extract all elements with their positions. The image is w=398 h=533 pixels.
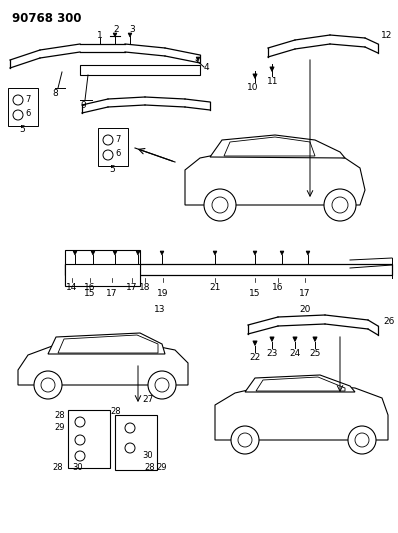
Text: 5: 5 xyxy=(109,166,115,174)
Text: 15: 15 xyxy=(84,289,96,298)
Bar xyxy=(98,128,128,166)
Polygon shape xyxy=(270,67,274,71)
Circle shape xyxy=(75,417,85,427)
Polygon shape xyxy=(73,251,77,255)
Bar xyxy=(65,250,140,285)
Circle shape xyxy=(75,451,85,461)
Text: 28: 28 xyxy=(145,464,155,472)
Text: 15: 15 xyxy=(249,289,261,298)
Circle shape xyxy=(75,435,85,445)
Text: 17: 17 xyxy=(106,289,118,298)
Text: 14: 14 xyxy=(66,282,78,292)
Text: 25: 25 xyxy=(309,350,321,359)
Polygon shape xyxy=(313,337,317,342)
Text: 28: 28 xyxy=(111,408,121,416)
Circle shape xyxy=(231,426,259,454)
Polygon shape xyxy=(58,335,158,353)
Polygon shape xyxy=(136,251,140,255)
Polygon shape xyxy=(91,251,95,255)
Circle shape xyxy=(13,110,23,120)
Text: 29: 29 xyxy=(55,424,65,432)
Polygon shape xyxy=(306,251,310,255)
Text: 6: 6 xyxy=(25,109,31,118)
Text: 11: 11 xyxy=(267,77,279,86)
Text: 7: 7 xyxy=(115,135,121,144)
Circle shape xyxy=(355,433,369,447)
Polygon shape xyxy=(253,74,257,78)
Text: 24: 24 xyxy=(289,350,300,359)
Circle shape xyxy=(103,150,113,160)
Text: 30: 30 xyxy=(143,450,153,459)
Circle shape xyxy=(148,371,176,399)
Text: 23: 23 xyxy=(266,350,278,359)
Circle shape xyxy=(324,189,356,221)
Circle shape xyxy=(212,197,228,213)
Circle shape xyxy=(238,433,252,447)
Text: 16: 16 xyxy=(84,282,96,292)
Polygon shape xyxy=(48,333,165,354)
Polygon shape xyxy=(113,251,117,255)
Polygon shape xyxy=(213,251,217,255)
Text: 12: 12 xyxy=(381,30,392,39)
Circle shape xyxy=(155,378,169,392)
Polygon shape xyxy=(256,377,345,391)
Circle shape xyxy=(204,189,236,221)
Polygon shape xyxy=(18,342,188,385)
Text: 3: 3 xyxy=(129,25,135,34)
Polygon shape xyxy=(270,337,274,342)
Bar xyxy=(65,264,140,286)
Text: 13: 13 xyxy=(154,305,166,314)
Text: 9: 9 xyxy=(80,101,86,110)
Text: 27: 27 xyxy=(142,395,153,405)
Text: 7: 7 xyxy=(25,95,31,104)
Polygon shape xyxy=(128,33,132,37)
Polygon shape xyxy=(215,385,388,440)
Text: 17: 17 xyxy=(126,282,138,292)
Text: 22: 22 xyxy=(250,353,261,362)
Text: 29: 29 xyxy=(157,464,167,472)
Text: 16: 16 xyxy=(272,282,284,292)
Text: 21: 21 xyxy=(209,282,220,292)
Text: 1: 1 xyxy=(97,30,103,39)
Text: 17: 17 xyxy=(299,289,311,298)
Circle shape xyxy=(125,423,135,433)
Bar xyxy=(115,415,157,470)
Text: 30: 30 xyxy=(73,464,83,472)
Circle shape xyxy=(41,378,55,392)
Text: 28: 28 xyxy=(53,464,63,472)
Text: 6: 6 xyxy=(115,149,121,158)
Polygon shape xyxy=(280,251,284,255)
Text: 10: 10 xyxy=(247,84,259,93)
Circle shape xyxy=(13,95,23,105)
Polygon shape xyxy=(253,341,257,345)
Text: 4: 4 xyxy=(203,62,209,71)
Circle shape xyxy=(125,443,135,453)
Polygon shape xyxy=(160,251,164,255)
Text: 28: 28 xyxy=(55,410,65,419)
Text: 8: 8 xyxy=(52,90,58,99)
Polygon shape xyxy=(113,33,117,37)
Text: 2: 2 xyxy=(113,25,119,34)
Text: 20: 20 xyxy=(299,305,311,314)
Bar xyxy=(80,65,200,75)
Text: 19: 19 xyxy=(157,289,169,298)
Bar xyxy=(68,410,110,468)
Polygon shape xyxy=(253,251,257,255)
Text: 26: 26 xyxy=(383,318,394,327)
Bar xyxy=(8,88,38,126)
Polygon shape xyxy=(224,137,315,156)
Polygon shape xyxy=(293,337,297,342)
Text: 18: 18 xyxy=(139,282,151,292)
Text: 5: 5 xyxy=(19,125,25,134)
Polygon shape xyxy=(196,57,200,61)
Circle shape xyxy=(34,371,62,399)
Circle shape xyxy=(332,197,348,213)
Text: 90768 300: 90768 300 xyxy=(12,12,82,25)
Polygon shape xyxy=(210,135,345,158)
Circle shape xyxy=(103,135,113,145)
Bar xyxy=(65,264,392,275)
Polygon shape xyxy=(245,375,355,392)
Circle shape xyxy=(348,426,376,454)
Polygon shape xyxy=(185,150,365,205)
